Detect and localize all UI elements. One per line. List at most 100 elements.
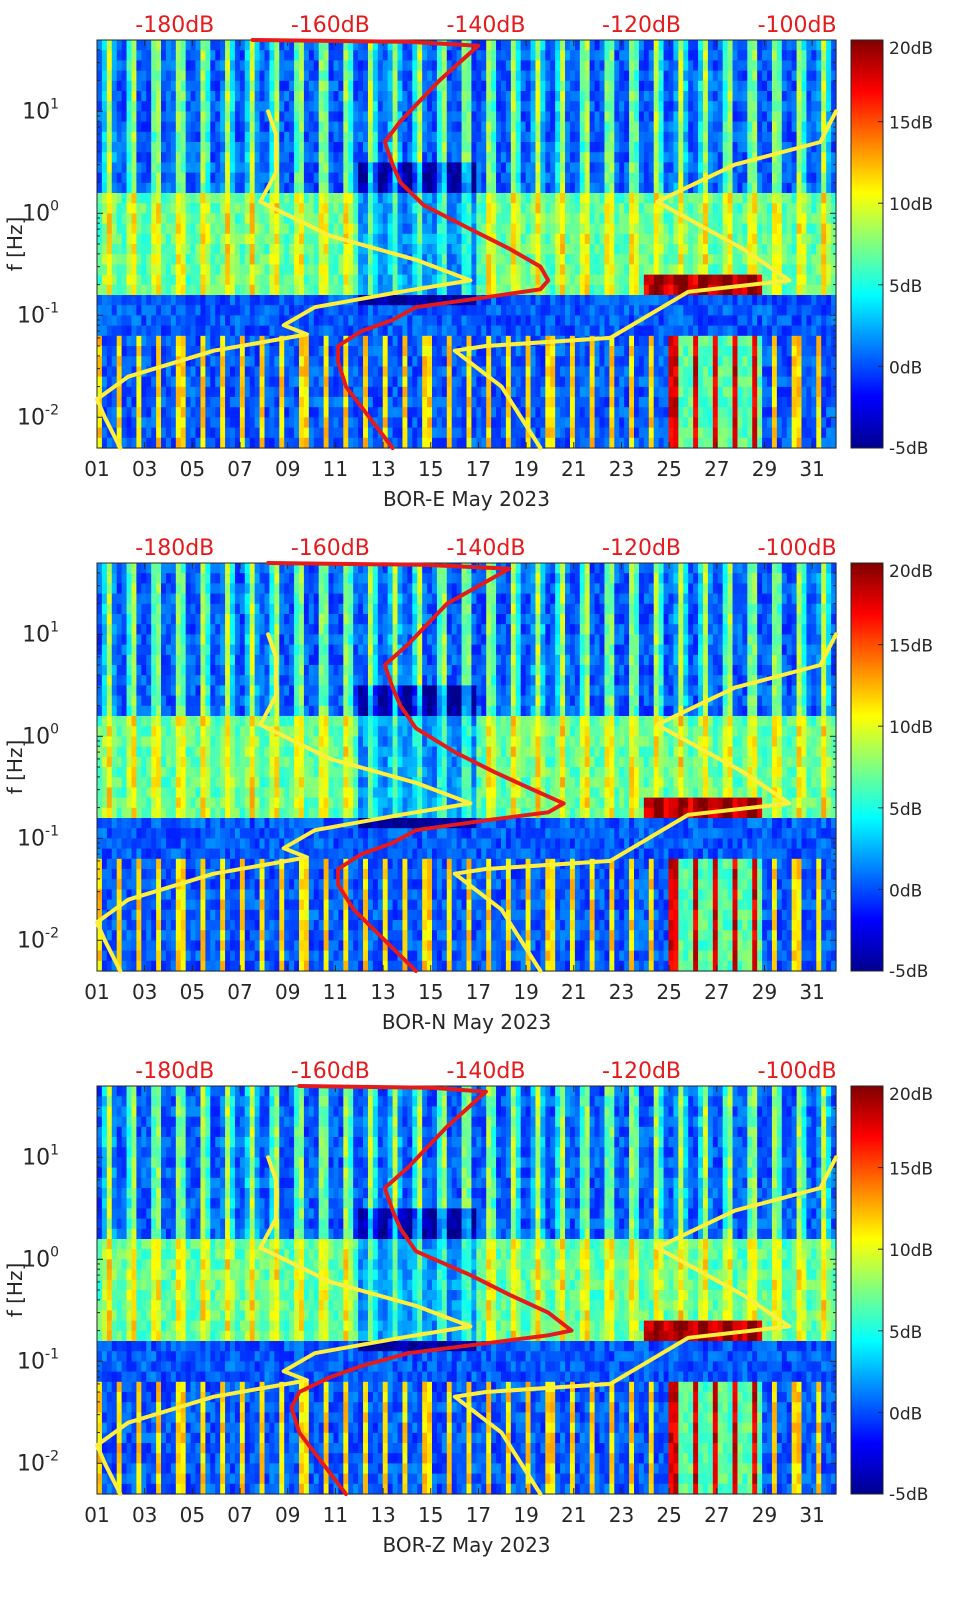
colorbar-tick-label: 20dB: [889, 39, 933, 59]
colorbar-tick-label: 10dB: [889, 1241, 933, 1261]
x-tick-label: 13: [370, 980, 395, 1004]
top-axis-label: -100dB: [758, 13, 837, 38]
y-tick-label: 101: [22, 619, 59, 647]
x-tick-label: 27: [704, 980, 729, 1004]
colorbar: 20dB 15dB 10dB 5dB 0dB -5dB: [850, 562, 933, 982]
top-axis-label: -140dB: [446, 536, 525, 561]
y-tick-label: 10-2: [17, 402, 59, 430]
y-tick-exponent: -2: [45, 925, 59, 941]
y-axis-label: f [Hz]: [3, 1263, 27, 1318]
colorbar-gradient: [850, 1085, 884, 1495]
x-tick-label: 01: [84, 980, 109, 1004]
top-axis-label: -100dB: [758, 536, 837, 561]
top-axis-label: -180dB: [135, 1059, 214, 1084]
y-tick-exponent: 0: [50, 198, 59, 214]
y-tick-exponent: -1: [45, 300, 59, 316]
top-axis-label: -180dB: [135, 536, 214, 561]
x-tick-label: 01: [84, 1503, 109, 1527]
x-tick-label: 15: [418, 1503, 443, 1527]
x-axis-label: BOR-N May 2023: [382, 1010, 551, 1034]
y-tick-exponent: 1: [50, 1142, 59, 1158]
x-tick-label: 05: [180, 457, 205, 481]
y-axis-label: f [Hz]: [3, 217, 27, 272]
top-axis-label: -160dB: [291, 1059, 370, 1084]
noise-model-curve-1: [95, 632, 473, 973]
x-tick-label: 17: [466, 457, 491, 481]
x-tick-label: 19: [513, 980, 538, 1004]
x-tick-label: 07: [227, 457, 252, 481]
x-tick-label: 29: [752, 457, 777, 481]
colorbar-tick-label: 15dB: [889, 114, 933, 134]
x-tick-label: 03: [132, 980, 157, 1004]
top-axis-label: -120dB: [602, 1059, 681, 1084]
y-tick-exponent: 0: [50, 1244, 59, 1260]
top-axis-label: -140dB: [446, 13, 525, 38]
x-tick-label: 09: [275, 980, 300, 1004]
colorbar-tick-label: 5dB: [889, 800, 922, 820]
colorbar-tick-label: 5dB: [889, 277, 922, 297]
colorbar-tick-label: -5dB: [889, 1485, 928, 1505]
y-tick-exponent: -2: [45, 402, 59, 418]
colorbar-tick-label: 10dB: [889, 718, 933, 738]
x-tick-label: 31: [799, 457, 824, 481]
y-tick-label: 101: [22, 96, 59, 124]
y-tick-label: 100: [22, 1244, 59, 1272]
x-tick-label: 29: [752, 980, 777, 1004]
y-tick-label: 10-1: [17, 1346, 59, 1374]
x-tick-label: 11: [323, 980, 348, 1004]
x-tick-label: 03: [132, 457, 157, 481]
noise-model-curve-1: [95, 109, 473, 450]
colorbar-tick-label: 10dB: [889, 195, 933, 215]
y-tick-label: 10-1: [17, 300, 59, 328]
colorbar-gradient: [850, 562, 884, 972]
y-tick-label: 100: [22, 198, 59, 226]
median-psd-curve: [289, 1084, 574, 1496]
top-axis-label: -180dB: [135, 13, 214, 38]
x-tick-label: 13: [370, 1503, 395, 1527]
noise-model-curve-2: [452, 632, 838, 973]
colorbar-tick-label: -5dB: [889, 962, 928, 982]
x-tick-label: 21: [561, 1503, 586, 1527]
colorbar-tick-label: 20dB: [889, 562, 933, 582]
x-tick-label: 09: [275, 457, 300, 481]
colorbar-tick-label: 20dB: [889, 1085, 933, 1105]
x-tick-label: 07: [227, 980, 252, 1004]
colorbar-tick-label: 0dB: [889, 358, 922, 378]
y-tick-exponent: 1: [50, 619, 59, 635]
x-tick-label: 19: [513, 457, 538, 481]
colorbar: 20dB 15dB 10dB 5dB 0dB -5dB: [850, 39, 933, 459]
x-tick-label: 25: [656, 457, 681, 481]
y-tick-exponent: 0: [50, 721, 59, 737]
y-tick-exponent: -2: [45, 1448, 59, 1464]
x-axis-label: BOR-Z May 2023: [382, 1533, 550, 1557]
spectrogram: [97, 1086, 837, 1495]
top-axis-label: -160dB: [291, 536, 370, 561]
y-tick-exponent: -1: [45, 823, 59, 839]
x-tick-label: 25: [656, 1503, 681, 1527]
spectrogram: [97, 40, 837, 449]
y-tick-label: 100: [22, 721, 59, 749]
colorbar-tick-label: 0dB: [889, 1404, 922, 1424]
x-tick-label: 13: [370, 457, 395, 481]
x-tick-label: 01: [84, 457, 109, 481]
x-tick-label: 19: [513, 1503, 538, 1527]
y-tick-label: 10-2: [17, 925, 59, 953]
x-tick-label: 31: [799, 1503, 824, 1527]
x-tick-label: 23: [609, 980, 634, 1004]
x-tick-label: 17: [466, 1503, 491, 1527]
y-tick-label: 10-1: [17, 823, 59, 851]
noise-model-curve-2: [452, 109, 838, 450]
x-tick-label: 11: [323, 1503, 348, 1527]
top-axis-label: -120dB: [602, 536, 681, 561]
spectrogram: [97, 563, 837, 972]
median-psd-curve: [266, 561, 566, 973]
x-tick-label: 23: [609, 1503, 634, 1527]
x-tick-label: 15: [418, 457, 443, 481]
y-tick-exponent: -1: [45, 1346, 59, 1362]
x-tick-label: 03: [132, 1503, 157, 1527]
y-axis-label: f [Hz]: [3, 740, 27, 795]
